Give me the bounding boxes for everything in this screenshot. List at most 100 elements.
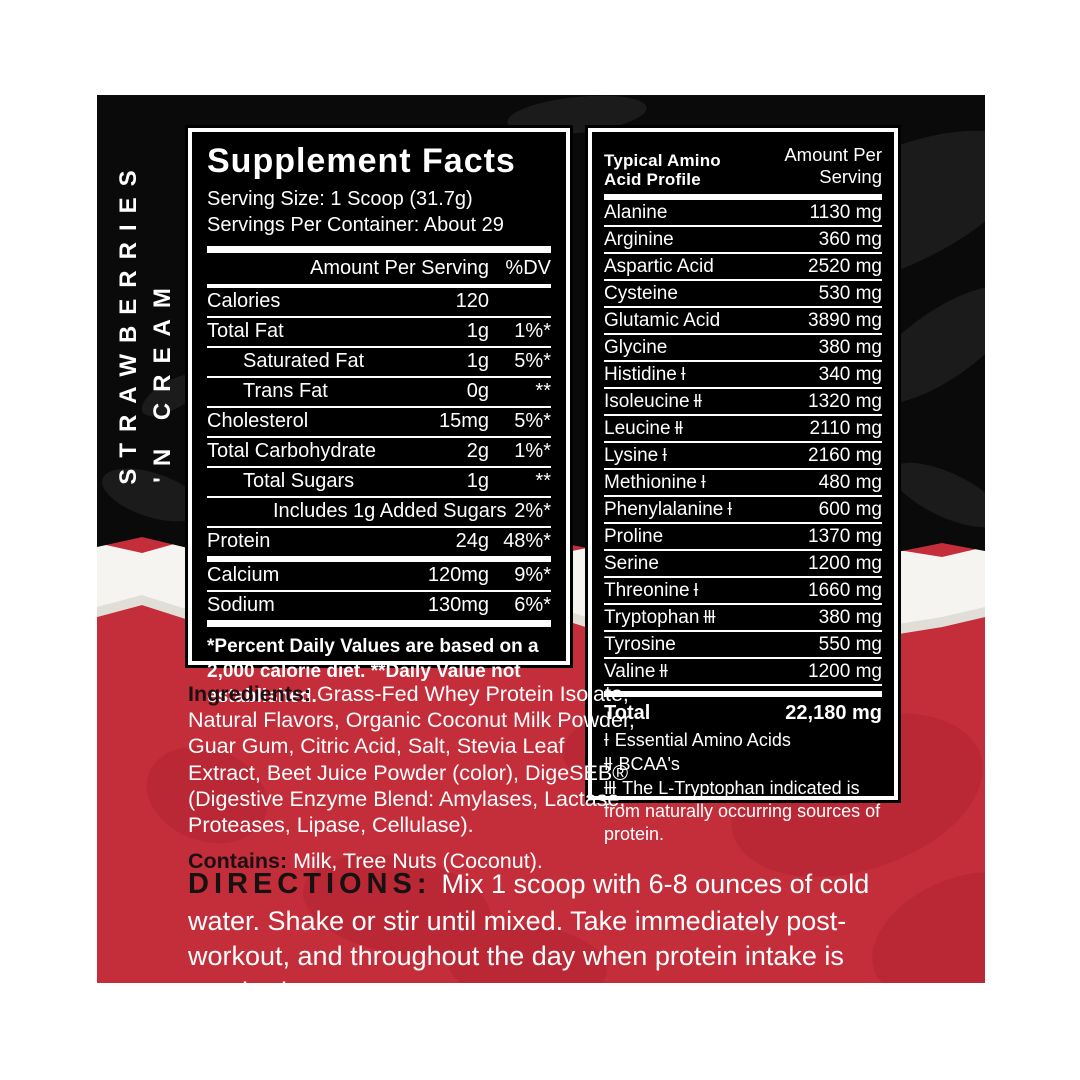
amino-row: Valine ƚƚ 1200 mg	[604, 659, 882, 686]
amino-marker: ƚ	[680, 364, 686, 385]
amino-amount: 530 mg	[818, 282, 882, 304]
nutrient-dv: 2%*	[514, 500, 551, 523]
amino-amount: 1200 mg	[808, 660, 882, 682]
amino-row: Histidine ƚ 340 mg	[604, 362, 882, 389]
amino-legend: ƚ Essential Amino Acids ƚƚ BCAA's ƚƚƚ The L…	[604, 729, 882, 846]
amino-row: Glycine 380 mg	[604, 335, 882, 362]
amino-rows: Alanine 1130 mg Arginine 360 mg Aspartic…	[604, 200, 882, 686]
amino-amount: 340 mg	[818, 363, 882, 385]
amino-row: Serine 1200 mg	[604, 551, 882, 578]
nutrient-label: Calories	[207, 290, 281, 313]
amino-acid-panel: Typical Amino Acid Profile Amount Per Se…	[588, 128, 898, 844]
nutrient-dv: 1%*	[514, 320, 551, 343]
amino-total-label: Total	[604, 701, 651, 724]
nutrient-label: Sodium	[207, 594, 275, 617]
amino-amount: 2110 mg	[809, 417, 882, 439]
amino-amount: 1200 mg	[808, 552, 882, 574]
amino-row: Threonine ƚ 1660 mg	[604, 578, 882, 605]
nutrition-row: Trans Fat 0g **	[207, 375, 551, 406]
amino-marker: ƚ	[700, 472, 706, 493]
amino-name: Threonine	[604, 579, 690, 601]
nutrient-label: Total Carbohydrate	[207, 440, 376, 463]
legend-item: ƚƚ BCAA's	[604, 753, 882, 777]
nutrient-amount: 1g	[466, 470, 489, 493]
nutrient-amount: 2g	[466, 440, 489, 463]
nutrient-dv: 5%*	[514, 350, 551, 373]
nutrient-amount: 1g	[466, 350, 489, 373]
dv-header: %DV	[505, 256, 551, 279]
servings-per-container: Servings Per Container: About 29	[207, 213, 504, 236]
amino-amount: 360 mg	[818, 228, 882, 250]
amino-title: Typical Amino Acid Profile	[604, 151, 721, 189]
legend-marker: ƚƚ	[604, 754, 613, 775]
nutrition-rows: Calories 120 Total Fat 1g 1%* Saturated …	[207, 288, 551, 620]
nutrient-dv: 9%*	[514, 564, 551, 587]
amino-row: Isoleucine ƚƚ 1320 mg	[604, 389, 882, 416]
contains-text: Milk, Tree Nuts (Coconut).	[287, 849, 543, 874]
amino-name: Leucine	[604, 417, 671, 439]
amino-amount: 2520 mg	[808, 255, 882, 277]
amino-amount: 1130 mg	[809, 201, 882, 223]
legend-text: The L-Tryptophan indicated is from natur…	[604, 777, 881, 845]
legend-marker: ƚƚƚ	[604, 778, 616, 799]
amino-marker: ƚ	[727, 499, 732, 520]
serving-size: Serving Size: 1 Scoop (31.7g)	[207, 187, 473, 210]
nutrient-label: Total Fat	[207, 320, 284, 343]
amino-marker: ƚƚ	[693, 391, 703, 412]
directions-text: Mix 1 scoop with 6-8 ounces of cold wate…	[188, 869, 870, 983]
nutrient-amount: 1g	[466, 320, 489, 343]
amino-name: Aspartic Acid	[604, 255, 714, 277]
amino-row: Tryptophan ƚƚƚ 380 mg	[604, 605, 882, 632]
ingredients-text: Grass-Fed Whey Protein Isolate, Natural …	[188, 682, 635, 838]
nutrient-amount: 120mg	[427, 564, 489, 587]
amino-name: Valine	[604, 660, 656, 682]
supplement-facts-panel: Supplement Facts Serving Size: 1 Scoop (…	[188, 128, 570, 707]
amino-amount: 2160 mg	[808, 444, 882, 466]
amino-amount: 600 mg	[818, 498, 882, 520]
amino-title-line-2: Acid Profile	[604, 169, 701, 189]
supplement-facts-title: Supplement Facts	[207, 142, 516, 180]
amino-name: Glutamic Acid	[604, 309, 721, 331]
amino-name: Isoleucine	[604, 390, 690, 412]
nutrition-row: Cholesterol 15mg 5%*	[207, 405, 551, 436]
legend-item: ƚ Essential Amino Acids	[604, 729, 882, 753]
amount-per-serving-header: Amount Per Serving	[310, 256, 489, 279]
nutrient-amount: 0g	[466, 380, 489, 403]
nutrient-label: Calcium	[207, 564, 280, 587]
nutrient-dv: **	[535, 380, 551, 403]
amino-total-row: Total 22,180 mg	[604, 691, 882, 729]
amino-marker: ƚ	[662, 445, 667, 466]
nutrient-dv: 1%*	[514, 440, 551, 463]
column-headers: Amount Per Serving %DV	[207, 253, 551, 284]
amino-amount: 380 mg	[818, 606, 882, 628]
dv-footnote: *Percent Daily Values are based on a 2,0…	[207, 635, 539, 707]
amino-name: Alanine	[604, 201, 668, 223]
amino-amount: 3890 mg	[808, 309, 882, 331]
amino-amount: 380 mg	[818, 336, 882, 358]
nutrient-dv: 48%*	[503, 530, 551, 553]
amino-name: Cysteine	[604, 282, 678, 304]
flavor-line-2: 'N CREAM	[149, 277, 176, 483]
divider-thick	[604, 194, 882, 200]
directions-section: DIRECTIONS: Mix 1 scoop with 6-8 ounces o…	[188, 865, 928, 983]
amino-amount: 1320 mg	[808, 390, 882, 412]
nutrient-label: Total Sugars	[243, 470, 355, 493]
nutrition-row: Total Sugars 1g **	[207, 465, 551, 496]
amino-row: Arginine 360 mg	[604, 227, 882, 254]
amino-marker: ƚ	[693, 580, 699, 601]
amino-amount: 1660 mg	[808, 579, 882, 601]
nutrient-label: Protein	[207, 530, 271, 553]
amino-row: Tyrosine 550 mg	[604, 632, 882, 659]
nutrition-row: Saturated Fat 1g 5%*	[207, 345, 551, 376]
amino-row: Aspartic Acid 2520 mg	[604, 254, 882, 281]
amino-marker: ƚƚ	[659, 661, 668, 682]
amino-name: Proline	[604, 525, 664, 547]
amino-name: Histidine	[604, 363, 677, 385]
amino-header: Typical Amino Acid Profile Amount Per Se…	[604, 144, 882, 189]
legend-item: ƚƚƚ The L-Tryptophan indicated is from na…	[604, 777, 882, 847]
amino-row: Leucine ƚƚ 2110 mg	[604, 416, 882, 443]
nutrition-row: Sodium 130mg 6%*	[207, 589, 551, 620]
amino-row: Proline 1370 mg	[604, 524, 882, 551]
product-label: STRAWBERRIES 'N CREAM Supplement Facts S…	[97, 95, 985, 983]
